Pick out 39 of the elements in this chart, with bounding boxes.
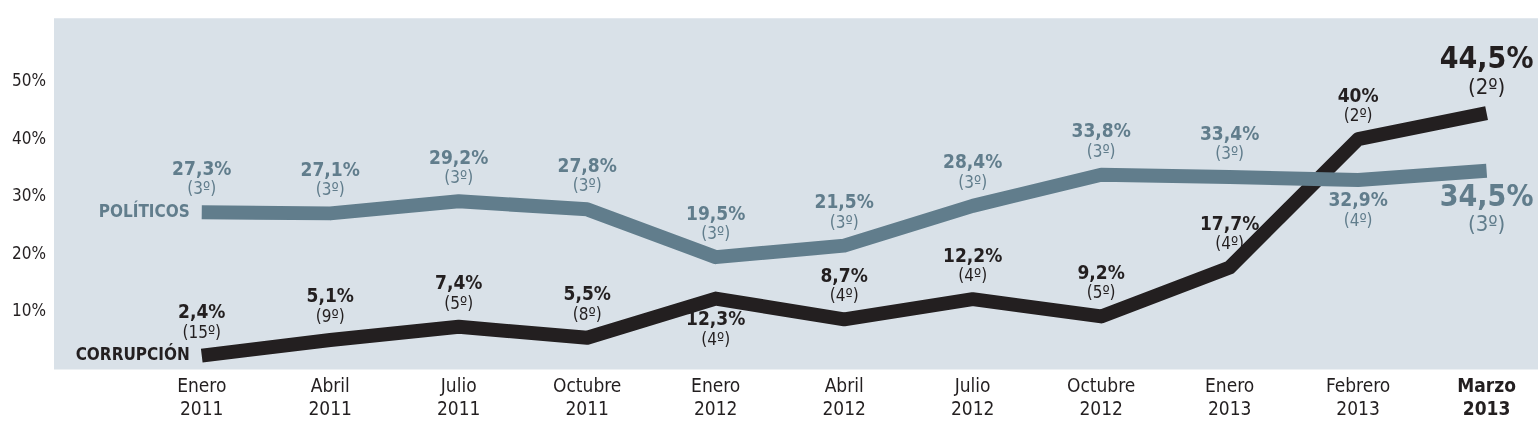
data-label: 44,5% (2º)	[1439, 39, 1534, 99]
y-tick-label: 20%	[11, 242, 46, 263]
data-label: 21,5% (3º)	[814, 190, 874, 232]
series-label: CORRUPCIÓN	[75, 343, 190, 364]
data-label: 27,8% (3º)	[557, 153, 617, 196]
x-tick-label: Abril 2012	[822, 373, 866, 419]
series-label: POLÍTICOS	[98, 199, 190, 221]
x-tick-label: Marzo 2013	[1457, 373, 1517, 419]
data-label: 5,5% (8º)	[563, 282, 611, 324]
y-tick-label: 50%	[11, 69, 46, 90]
data-label: 5,1% (9º)	[306, 284, 354, 326]
data-label: 2,4% (15º)	[178, 300, 226, 342]
data-label: 19,5% (3º)	[686, 201, 746, 244]
data-label: 27,3% (3º)	[172, 156, 232, 199]
y-tick-label: 10%	[11, 300, 46, 321]
data-label: 7,4% (5º)	[435, 271, 483, 313]
data-label: 32,9% (4º)	[1328, 188, 1388, 230]
data-label: 12,2% (4º)	[943, 243, 1003, 286]
y-tick-label: 30%	[11, 185, 46, 206]
data-label: 33,8% (3º)	[1071, 119, 1131, 161]
x-tick-label: Enero 2012	[691, 373, 741, 419]
data-label: 29,2% (3º)	[429, 145, 489, 188]
data-label: 28,4% (3º)	[943, 150, 1003, 192]
data-label: 40% (2º)	[1337, 83, 1379, 126]
data-label: 27,1% (3º)	[300, 157, 360, 200]
x-tick-label: Octubre 2012	[1066, 373, 1136, 419]
x-tick-label: Abril 2011	[308, 373, 352, 419]
data-label: 8,7% (4º)	[820, 263, 868, 306]
y-tick-label: 40%	[11, 127, 46, 148]
x-tick-label: Julio 2011	[436, 373, 481, 419]
data-label: 33,4% (3º)	[1199, 121, 1260, 164]
data-label: 9,2% (5º)	[1077, 260, 1125, 303]
x-tick-label: Febrero 2013	[1325, 373, 1391, 419]
data-label: 12,3% (4º)	[686, 307, 746, 349]
x-tick-label: Enero 2013	[1205, 373, 1255, 419]
x-tick-label: Julio 2012	[950, 373, 995, 419]
data-label: 34,5% (3º)	[1439, 177, 1534, 237]
x-tick-label: Octubre 2011	[553, 373, 622, 419]
x-tick-label: Enero 2011	[177, 373, 227, 419]
